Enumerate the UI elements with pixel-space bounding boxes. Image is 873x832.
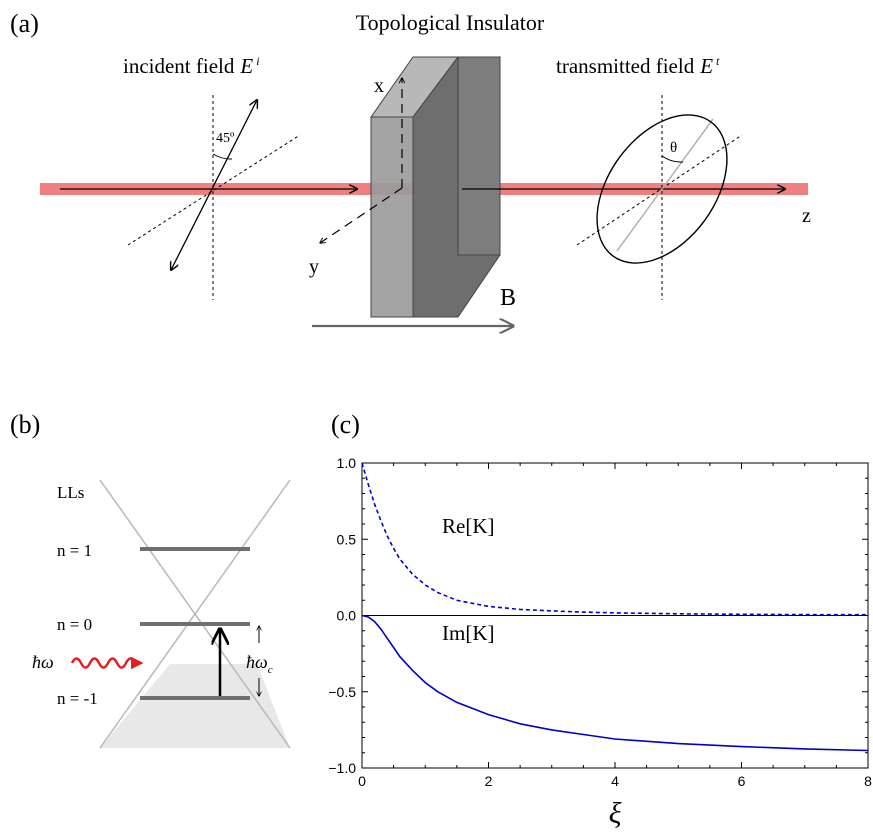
slab-front — [370, 116, 414, 318]
level-nm1-label: n = -1 — [57, 689, 98, 708]
theta-label: θ — [670, 140, 677, 156]
photon-wave-icon — [70, 656, 144, 670]
level-n0-label: n = 0 — [57, 615, 92, 634]
panel-b-label: (b) — [10, 410, 40, 439]
chart-xlabel: ξ — [609, 797, 622, 830]
im-k-label: Im[K] — [442, 621, 494, 645]
polarization-ellipse — [596, 114, 728, 264]
filled-states-region — [100, 664, 290, 748]
angle-arc-45 — [212, 153, 233, 160]
b-field-label: B — [500, 285, 516, 311]
incident-polarization-arrow — [171, 100, 257, 270]
chart-plot: 0 2 4 6 8 1.0 0.5 0.0 −0.5 −1.0 — [328, 455, 872, 789]
panel-b: (b) LLs n = 1 n = 0 n = -1 ħω ħωc — [10, 410, 291, 749]
x-tick-label: 2 — [485, 773, 493, 789]
z-axis-label: z — [802, 205, 811, 227]
photon-label: ħω — [32, 652, 54, 672]
x-axis-label: x — [374, 75, 384, 97]
panel-c-label: (c) — [331, 410, 360, 439]
series-im-k-line — [361, 614, 869, 752]
theta-arc — [661, 155, 684, 163]
re-k-label: Re[K] — [442, 514, 494, 538]
series-re-k-line — [361, 462, 869, 616]
y-tick-label: 0.5 — [337, 531, 357, 547]
cyclotron-energy-label: ħωc — [246, 652, 273, 676]
slab-back-face — [457, 56, 501, 256]
panel-a-label: (a) — [10, 9, 39, 38]
x-tick-label: 4 — [611, 773, 619, 789]
y-tick-label: 0.0 — [337, 608, 357, 624]
y-tick-label: 1.0 — [337, 455, 357, 471]
angle-45-label: 45º — [216, 131, 235, 146]
x-tick-label: 6 — [738, 773, 746, 789]
x-tick-label: 8 — [864, 773, 872, 789]
y-tick-label: −0.5 — [328, 684, 356, 700]
lls-label: LLs — [57, 483, 84, 502]
y-axis-label: y — [309, 256, 319, 278]
level-n1-label: n = 1 — [57, 541, 92, 560]
ti-title: Topological Insulator — [356, 10, 545, 35]
panel-a: (a) Topological Insulator incident field… — [10, 9, 811, 326]
dirac-cone-right — [99, 479, 291, 749]
transmitted-major-axis — [616, 118, 714, 252]
slab-front-edge — [412, 56, 459, 118]
y-axis — [320, 187, 403, 243]
y-tick-label: −1.0 — [328, 760, 356, 776]
x-tick-label: 0 — [358, 773, 366, 789]
panel-c: (c) 0 2 4 6 8 1.0 0.5 0.0 −0.5 −1.0 Re[K] Im[K] ξ — [328, 410, 872, 830]
